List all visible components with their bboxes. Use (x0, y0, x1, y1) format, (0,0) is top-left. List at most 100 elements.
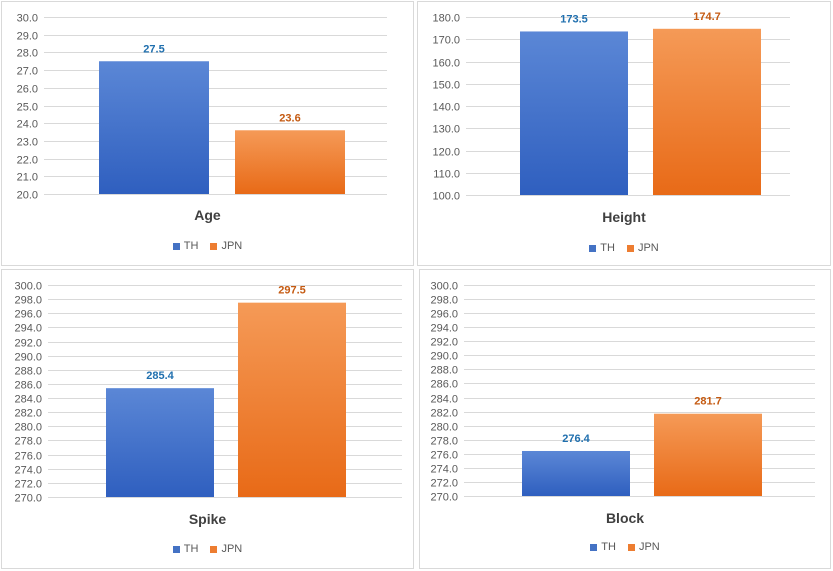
y-tick-label: 26.0 (17, 84, 38, 96)
legend-label-jpn: JPN (221, 543, 243, 555)
legend-item-th: TH (589, 242, 615, 254)
y-tick-label: 282.0 (14, 408, 42, 420)
legend-item-jpn: JPN (627, 541, 660, 553)
legend-item-jpn: JPN (210, 240, 242, 252)
y-tick-label: 270.0 (430, 492, 458, 504)
chart-title: Height (602, 209, 646, 225)
chart-legend: TH JPN (2, 543, 413, 555)
data-label-jpn: 174.7 (693, 11, 721, 23)
y-tick-label: 21.0 (17, 172, 38, 184)
y-tick-label: 276.0 (430, 450, 458, 462)
y-tick-label: 20.0 (17, 190, 38, 202)
y-tick-label: 298.0 (430, 295, 458, 307)
legend-item-th: TH (172, 240, 199, 252)
data-label-th: 276.4 (562, 433, 590, 445)
y-tick-label: 300.0 (14, 281, 42, 293)
chart-legend: TH JPN (420, 541, 830, 553)
y-tick-label: 274.0 (430, 464, 458, 476)
data-label-th: 27.5 (143, 43, 164, 55)
y-tick-label: 284.0 (430, 394, 458, 406)
chart-plot-block: 270.0 272.0 274.0 276.0 278.0 280.0 282.0 284.0… (430, 281, 815, 504)
bar-jpn (653, 28, 761, 196)
y-tick-label: 292.0 (14, 338, 42, 350)
legend-item-jpn: JPN (626, 242, 659, 254)
chart-title: Age (194, 207, 221, 223)
y-tick-label: 284.0 (14, 394, 42, 406)
legend-item-jpn: JPN (210, 543, 242, 555)
y-tick-label: 290.0 (14, 352, 42, 364)
y-tick-label: 294.0 (430, 323, 458, 335)
y-tick-label: 150.0 (432, 80, 460, 92)
legend-label-th: TH (601, 541, 616, 553)
legend-item-th: TH (172, 543, 199, 555)
legend-swatch-jpn (210, 242, 218, 250)
y-tick-label: 280.0 (14, 422, 42, 434)
y-tick-label: 160.0 (432, 58, 460, 70)
y-tick-label: 276.0 (14, 451, 42, 463)
y-tick-label: 100.0 (432, 191, 460, 203)
y-tick-label: 286.0 (430, 379, 458, 391)
y-tick-label: 280.0 (430, 422, 458, 434)
data-label-jpn: 23.6 (279, 112, 300, 124)
y-tick-label: 292.0 (430, 337, 458, 349)
y-tick-label: 288.0 (430, 365, 458, 377)
bar-th (520, 31, 628, 196)
legend-label-jpn: JPN (637, 242, 659, 254)
legend-swatch-jpn (210, 545, 218, 553)
bar-th (106, 388, 214, 497)
y-tick-label: 296.0 (430, 309, 458, 321)
y-tick-label: 170.0 (432, 35, 460, 47)
legend-swatch-th (172, 242, 180, 250)
y-tick-label: 25.0 (17, 102, 38, 114)
legend-swatch-jpn (626, 244, 634, 252)
bar-th (99, 61, 209, 194)
y-tick-label: 298.0 (14, 295, 42, 307)
data-label-th: 285.4 (146, 370, 174, 382)
legend-item-th: TH (590, 541, 616, 553)
data-label-jpn: 281.7 (694, 396, 722, 408)
chart-legend: TH JPN (2, 240, 413, 252)
legend-swatch-jpn (627, 543, 635, 551)
legend-label-th: TH (183, 543, 199, 555)
chart-legend: TH JPN (418, 242, 830, 254)
y-tick-label: 290.0 (430, 351, 458, 363)
legend-label-jpn: JPN (638, 541, 660, 553)
y-tick-label: 29.0 (17, 31, 38, 43)
y-tick-label: 27.0 (17, 66, 38, 78)
bar-jpn (235, 130, 345, 194)
legend-swatch-th (590, 543, 598, 551)
chart-title: Block (605, 510, 645, 526)
chart-plot-height: 100.0 110.0 120.0 130.0 140.0 150.0 160.0 170.0… (432, 11, 790, 203)
chart-panel-age: 20.0 21.0 22.0 23.0 24.0 25.0 26.0 27.0 28.0 29.0… (1, 1, 414, 266)
chart-plot-spike: 270.0 272.0 274.0 276.0 278.0 280.0 282.0 284.0… (14, 281, 402, 505)
y-tick-label: 28.0 (17, 48, 38, 60)
legend-swatch-th (589, 244, 597, 252)
y-tick-label: 24.0 (17, 119, 38, 131)
bar-jpn (238, 302, 346, 497)
bar-th (522, 450, 630, 496)
chart-panel-height: 100.0 110.0 120.0 130.0 140.0 150.0 160.0 170.0… (417, 1, 831, 266)
bar-jpn (654, 413, 762, 496)
data-label-th: 173.5 (560, 13, 588, 25)
legend-label-th: TH (183, 240, 199, 252)
y-tick-label: 22.0 (17, 155, 38, 167)
y-tick-label: 274.0 (14, 465, 42, 477)
y-tick-label: 286.0 (14, 380, 42, 392)
legend-swatch-th (172, 545, 180, 553)
chart-panel-spike: 270.0 272.0 274.0 276.0 278.0 280.0 282.0 284.0… (1, 269, 414, 569)
y-tick-label: 130.0 (432, 124, 460, 136)
y-tick-label: 294.0 (14, 323, 42, 335)
y-tick-label: 140.0 (432, 102, 460, 114)
chart-panel-block: 270.0 272.0 274.0 276.0 278.0 280.0 282.0 284.0… (419, 269, 831, 569)
data-label-jpn: 297.5 (278, 285, 306, 297)
y-tick-label: 278.0 (430, 436, 458, 448)
legend-label-th: TH (600, 242, 615, 254)
y-tick-label: 30.0 (17, 13, 38, 25)
legend-label-jpn: JPN (221, 240, 243, 252)
y-tick-label: 282.0 (430, 408, 458, 420)
chart-plot-age: 20.0 21.0 22.0 23.0 24.0 25.0 26.0 27.0 28.0 29.0… (17, 13, 387, 202)
y-tick-label: 278.0 (14, 436, 42, 448)
y-tick-label: 270.0 (14, 493, 42, 505)
y-tick-label: 110.0 (433, 169, 460, 181)
chart-title: Spike (188, 511, 227, 527)
